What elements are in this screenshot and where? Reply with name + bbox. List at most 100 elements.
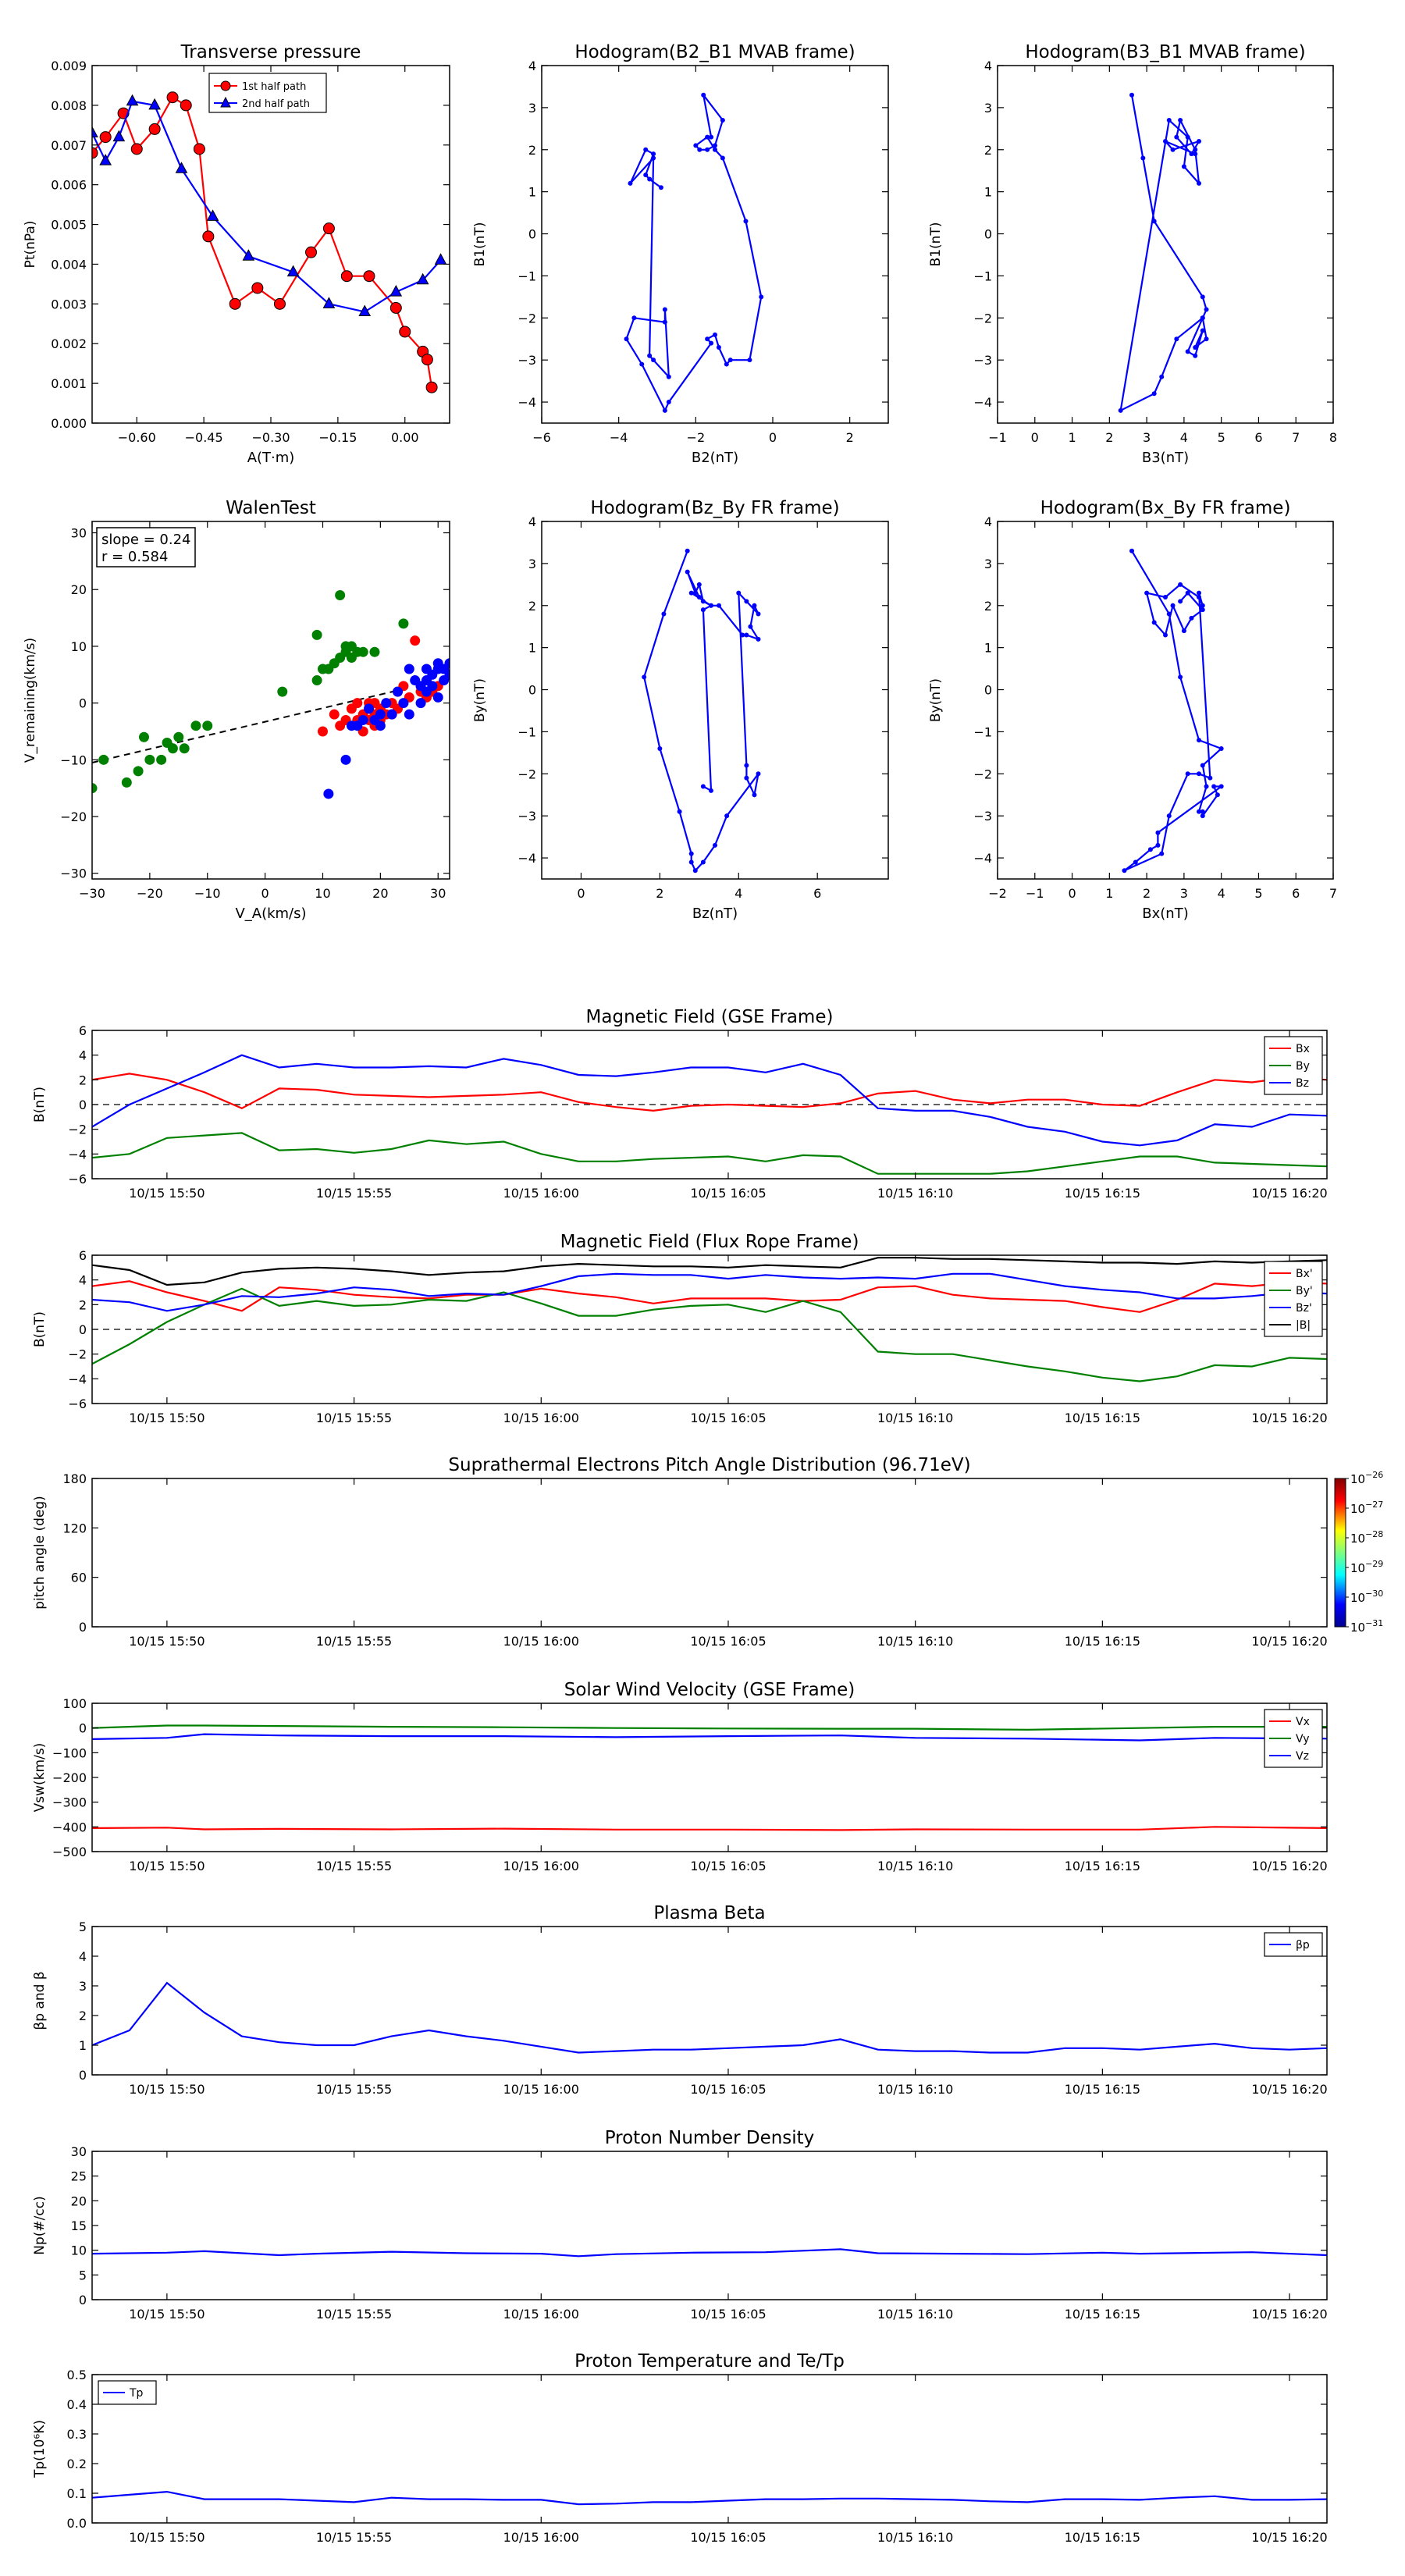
- x-tick-label: 8: [1329, 430, 1337, 445]
- data-point: [148, 98, 161, 110]
- y-tick-label: 2: [79, 1297, 87, 1312]
- chart-title: Proton Number Density: [605, 2128, 815, 2148]
- data-point: [193, 143, 205, 155]
- data-point: [389, 301, 402, 314]
- data-point: [99, 154, 112, 165]
- data-point: [375, 709, 386, 720]
- y-tick-label: 4: [528, 59, 536, 73]
- x-tick-label: 1: [1105, 886, 1113, 901]
- colorbar-exponent: −30: [1365, 1589, 1383, 1599]
- data-point: [381, 698, 392, 709]
- chart-title: Proton Temperature and Te/Tp: [574, 2351, 845, 2371]
- y-tick-label: 3: [984, 557, 992, 571]
- y-tick-label: 0.002: [51, 336, 87, 351]
- y-tick-label: 2: [528, 143, 536, 158]
- data-point: [1178, 582, 1183, 587]
- x-tick-label: 6: [1292, 886, 1300, 901]
- data-point: [335, 590, 346, 601]
- y-tick-label: −2: [68, 1347, 87, 1362]
- x-tick-label: 10/15 16:05: [690, 2530, 766, 2545]
- data-point: [624, 336, 629, 342]
- plot-frame: [91, 1926, 1328, 2076]
- data-point: [1147, 847, 1153, 852]
- x-tick-label: 10/15 15:55: [316, 1411, 392, 1425]
- y-tick-label: 5: [79, 2268, 87, 2282]
- x-tick-label: 10/15 16:15: [1065, 2530, 1140, 2545]
- y-tick-label: 0: [79, 1721, 87, 1736]
- y-tick-label: −4: [973, 851, 992, 866]
- x-tick-label: 10/15 15:55: [316, 1859, 392, 1873]
- data-point: [651, 151, 656, 157]
- y-tick-label: 4: [79, 1949, 87, 1964]
- data-point: [1200, 607, 1205, 613]
- x-tick-label: 10/15 16:05: [690, 1634, 766, 1649]
- x-tick-label: −0.60: [118, 430, 156, 445]
- y-tick-label: −4: [518, 851, 536, 866]
- data-point: [1144, 590, 1150, 596]
- data-point: [415, 698, 426, 709]
- data-point: [700, 607, 706, 613]
- data-point: [369, 646, 380, 657]
- data-point: [138, 731, 149, 742]
- y-tick-label: −4: [68, 1147, 87, 1162]
- y-tick-label: 0.007: [51, 138, 87, 153]
- colorbar-label: 10−27: [1350, 1500, 1383, 1516]
- y-tick-label: 5: [79, 1920, 87, 1934]
- colorbar-exponent: −27: [1365, 1500, 1383, 1510]
- y-tick-label: −2: [973, 311, 992, 326]
- data-point: [1218, 745, 1224, 751]
- data-point: [713, 842, 717, 848]
- data-point: [1215, 792, 1220, 798]
- colorbar-base: 10: [1350, 1472, 1365, 1486]
- y-tick-label: −10: [60, 753, 87, 767]
- chart-title: Hodogram(B2_B1 MVAB frame): [574, 42, 855, 62]
- data-point: [696, 582, 702, 587]
- chart-title: Suprathermal Electrons Pitch Angle Distr…: [448, 1455, 970, 1475]
- chart-title: Transverse pressure: [180, 42, 361, 62]
- y-tick-label: 3: [528, 101, 536, 116]
- data-point: [709, 134, 714, 140]
- x-tick-label: 10/15 16:00: [503, 2307, 579, 2322]
- y-tick-label: 0.008: [51, 98, 87, 113]
- x-tick-label: −2: [988, 886, 1007, 901]
- y-tick-label: 0: [528, 683, 536, 698]
- chart-tp: Transverse pressure 0.000 0.001 0.002 0.003 0…: [23, 42, 450, 466]
- data-point: [736, 590, 742, 596]
- data-point: [1181, 628, 1186, 634]
- y-tick-label: −3: [518, 809, 536, 824]
- y-tick-label: 0.1: [67, 2486, 87, 2501]
- data-point: [756, 771, 761, 777]
- data-point: [1159, 851, 1165, 856]
- x-axis-label: Bx(nT): [1142, 906, 1188, 922]
- chart-ts2: Magnetic Field (Flux Rope Frame) −6 −4 −2 0 2…: [32, 1232, 1328, 1425]
- x-tick-label: −0.45: [185, 430, 223, 445]
- data-point: [1185, 771, 1190, 777]
- y-tick-label: 4: [528, 514, 536, 529]
- colorbar-base: 10: [1350, 1621, 1365, 1635]
- y-tick-label: 4: [984, 59, 992, 73]
- x-tick-label: 10/15 15:50: [129, 2307, 205, 2322]
- chart-h4: Hodogram(Bx_By FR frame) −4 −3 −2 −1 0 1 2 3 4 −2 −…: [928, 498, 1337, 922]
- data-point: [1200, 603, 1205, 608]
- data-point: [1122, 868, 1127, 873]
- data-point: [1197, 594, 1201, 600]
- x-axis-label: B3(nT): [1142, 450, 1189, 466]
- x-tick-label: 10/15 16:00: [503, 1411, 579, 1425]
- legend-marker: [220, 80, 231, 91]
- data-point: [1129, 548, 1134, 553]
- data-point: [700, 859, 706, 865]
- colorbar: [1334, 1478, 1346, 1628]
- y-tick-label: 6: [79, 1023, 87, 1038]
- x-tick-label: −20: [137, 886, 163, 901]
- data-point: [639, 361, 645, 367]
- x-tick-label: 10/15 16:20: [1251, 1411, 1327, 1425]
- series-line-|B|: [92, 1257, 1327, 1286]
- chart-ts1: Magnetic Field (GSE Frame) −6 −4 −2 0 2 4 6 10/1…: [32, 1007, 1328, 1201]
- data-point: [642, 674, 647, 680]
- y-tick-label: −20: [60, 809, 87, 824]
- series-line-Vz: [92, 1733, 1327, 1742]
- x-tick-label: 10/15 16:20: [1251, 1186, 1327, 1201]
- data-point: [1200, 294, 1205, 300]
- x-tick-label: 1: [1068, 430, 1076, 445]
- chart-title: Plasma Beta: [653, 1903, 765, 1923]
